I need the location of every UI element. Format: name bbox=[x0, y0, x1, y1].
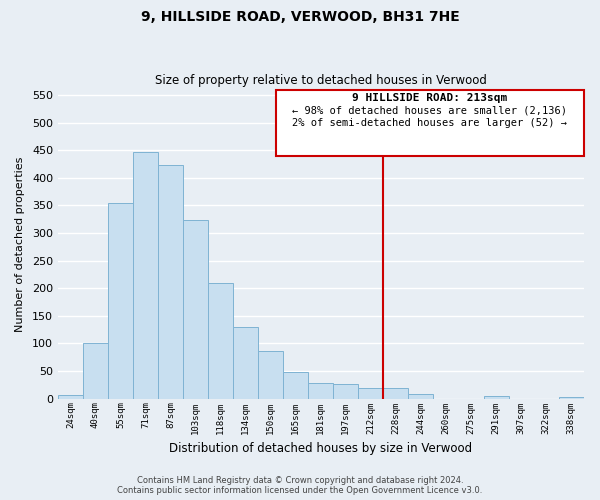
Bar bbox=[334, 384, 358, 398]
Bar bbox=[83, 343, 108, 398]
Text: 2% of semi-detached houses are larger (52) →: 2% of semi-detached houses are larger (5… bbox=[292, 118, 567, 128]
Bar bbox=[58, 395, 83, 398]
Bar bbox=[183, 220, 208, 398]
Title: Size of property relative to detached houses in Verwood: Size of property relative to detached ho… bbox=[155, 74, 487, 87]
Y-axis label: Number of detached properties: Number of detached properties bbox=[15, 156, 25, 332]
Bar bbox=[358, 388, 383, 398]
Bar bbox=[233, 327, 258, 398]
Bar bbox=[108, 204, 133, 398]
Bar bbox=[308, 382, 334, 398]
Bar bbox=[283, 372, 308, 398]
Bar bbox=[559, 397, 584, 398]
Text: 9, HILLSIDE ROAD, VERWOOD, BH31 7HE: 9, HILLSIDE ROAD, VERWOOD, BH31 7HE bbox=[140, 10, 460, 24]
Text: Contains HM Land Registry data © Crown copyright and database right 2024.
Contai: Contains HM Land Registry data © Crown c… bbox=[118, 476, 482, 495]
Bar bbox=[258, 351, 283, 399]
Bar bbox=[409, 394, 433, 398]
Bar bbox=[383, 388, 409, 398]
Text: ← 98% of detached houses are smaller (2,136): ← 98% of detached houses are smaller (2,… bbox=[292, 106, 567, 116]
Text: 9 HILLSIDE ROAD: 213sqm: 9 HILLSIDE ROAD: 213sqm bbox=[352, 93, 508, 103]
Bar bbox=[276, 90, 584, 156]
Bar bbox=[133, 152, 158, 398]
X-axis label: Distribution of detached houses by size in Verwood: Distribution of detached houses by size … bbox=[169, 442, 472, 455]
Bar bbox=[158, 165, 183, 398]
Bar bbox=[208, 284, 233, 399]
Bar bbox=[484, 396, 509, 398]
